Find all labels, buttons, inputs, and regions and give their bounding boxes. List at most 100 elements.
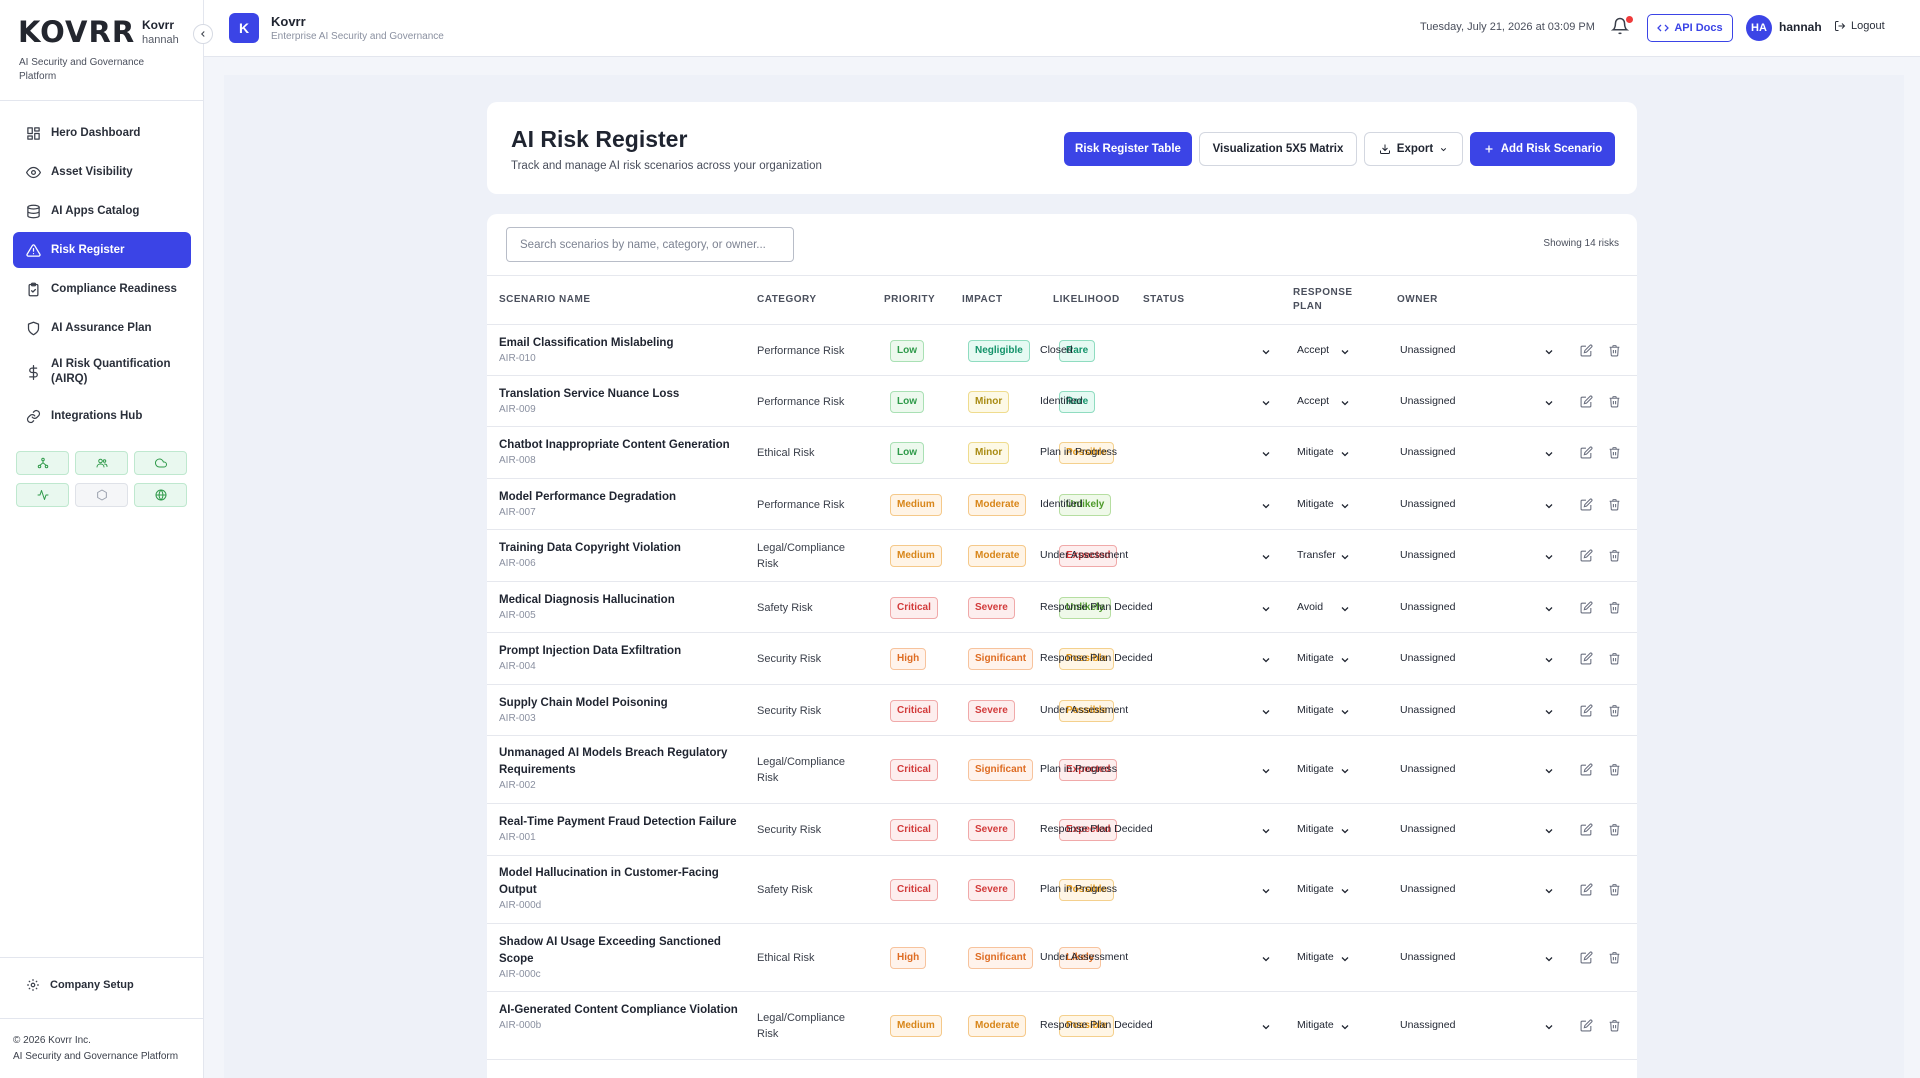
chevron-down-icon[interactable] <box>1339 952 1351 964</box>
chevron-down-icon[interactable] <box>1260 952 1272 964</box>
table-row[interactable]: Email Classification Mislabeling AIR-010 P… <box>487 325 1637 376</box>
owner-select[interactable]: Unassigned <box>1400 883 1456 895</box>
chevron-down-icon[interactable] <box>1543 884 1555 896</box>
trash-icon[interactable] <box>1608 652 1622 666</box>
table-row[interactable]: Prompt Injection Data Exfiltration AIR-00… <box>487 633 1637 685</box>
sidebar-item-ai-assurance-plan[interactable]: AI Assurance Plan <box>13 310 191 346</box>
response-plan-select[interactable]: Mitigate <box>1297 1019 1334 1031</box>
chevron-down-icon[interactable] <box>1543 764 1555 776</box>
export-button[interactable]: Export <box>1364 132 1463 166</box>
column-header-category[interactable]: Category <box>757 294 817 305</box>
chevron-down-icon[interactable] <box>1339 1020 1351 1032</box>
chevron-down-icon[interactable] <box>1543 952 1555 964</box>
edit-icon[interactable] <box>1580 1019 1594 1033</box>
trash-icon[interactable] <box>1608 446 1622 460</box>
company-setup-link[interactable]: Company Setup <box>26 978 134 992</box>
trash-icon[interactable] <box>1608 823 1622 837</box>
scenario-name[interactable]: Training Data Copyright Violation AIR-006 <box>499 540 744 571</box>
edit-icon[interactable] <box>1580 497 1594 512</box>
edit-icon[interactable] <box>1580 600 1594 615</box>
table-row[interactable]: Chatbot Inappropriate Content Generation… <box>487 427 1637 479</box>
owner-select[interactable]: Unassigned <box>1400 823 1456 835</box>
owner-select[interactable]: Unassigned <box>1400 703 1456 716</box>
column-header-priority[interactable]: Priority <box>884 294 936 305</box>
response-plan-select[interactable]: Mitigate <box>1297 703 1334 716</box>
trash-icon[interactable] <box>1608 498 1622 512</box>
chevron-down-icon[interactable] <box>1260 550 1272 562</box>
scenario-name[interactable]: AI-Generated Content Compliance Violatio… <box>499 1002 744 1033</box>
trash-icon[interactable] <box>1608 549 1622 563</box>
search-input[interactable] <box>506 227 794 262</box>
sidebar-item-hero-dashboard[interactable]: Hero Dashboard <box>13 115 191 151</box>
sidebar-item-ai-risk-quantification-airq[interactable]: AI Risk Quantification (AIRQ) <box>13 349 191 395</box>
edit-icon[interactable] <box>1580 652 1594 666</box>
chevron-down-icon[interactable] <box>1543 1020 1555 1032</box>
scenario-name[interactable]: Model Hallucination in Customer-Facing O… <box>499 865 744 913</box>
quick-action-button[interactable] <box>134 483 187 507</box>
chevron-down-icon[interactable] <box>1339 499 1351 511</box>
risk-register-table-button[interactable]: Risk Register Table <box>1064 132 1192 166</box>
owner-select[interactable]: Unassigned <box>1400 394 1456 407</box>
chevron-down-icon[interactable] <box>1543 550 1555 562</box>
api-docs-button[interactable]: API Docs <box>1647 14 1733 42</box>
chevron-down-icon[interactable] <box>1260 653 1272 665</box>
edit-icon[interactable] <box>1580 763 1594 777</box>
table-row[interactable]: Real-Time Payment Fraud Detection Failur… <box>487 804 1637 856</box>
trash-icon[interactable] <box>1608 951 1622 965</box>
quick-action-button[interactable] <box>16 451 69 475</box>
response-plan-select[interactable]: Mitigate <box>1297 883 1334 895</box>
chevron-down-icon[interactable] <box>1260 824 1272 836</box>
table-row[interactable]: Supply Chain Model Poisoning AIR-003 Secur… <box>487 685 1637 736</box>
owner-select[interactable]: Unassigned <box>1400 497 1456 510</box>
trash-icon[interactable] <box>1608 883 1622 897</box>
scenario-name[interactable]: Translation Service Nuance Loss AIR-009 <box>499 386 744 417</box>
owner-select[interactable]: Unassigned <box>1400 951 1456 963</box>
sidebar-item-asset-visibility[interactable]: Asset Visibility <box>13 154 191 190</box>
column-header-likelihood[interactable]: Likelihood <box>1053 294 1120 305</box>
chevron-down-icon[interactable] <box>1339 396 1351 408</box>
chevron-down-icon[interactable] <box>1543 824 1555 836</box>
chevron-down-icon[interactable] <box>1260 1020 1272 1032</box>
edit-icon[interactable] <box>1580 446 1594 460</box>
column-header-scenario-name[interactable]: Scenario Name <box>499 294 591 305</box>
chevron-down-icon[interactable] <box>1339 447 1351 459</box>
brand-logo[interactable]: KOVRR <box>18 15 136 49</box>
status-select[interactable]: Under Assessment <box>1040 549 1129 561</box>
response-plan-select[interactable]: Avoid <box>1297 600 1324 613</box>
status-select[interactable]: Response Plan Decided <box>1040 600 1153 613</box>
chevron-down-icon[interactable] <box>1339 653 1351 665</box>
scenario-name[interactable]: Supply Chain Model Poisoning AIR-003 <box>499 695 744 726</box>
chevron-down-icon[interactable] <box>1339 764 1351 776</box>
scenario-name[interactable]: Shadow AI Usage Exceeding Sanctioned Sco… <box>499 934 744 982</box>
response-plan-select[interactable]: Mitigate <box>1297 823 1334 835</box>
chevron-down-icon[interactable] <box>1260 884 1272 896</box>
response-plan-select[interactable]: Mitigate <box>1297 951 1334 963</box>
scenario-name[interactable]: Medical Diagnosis Hallucination AIR-005 <box>499 592 744 623</box>
trash-icon[interactable] <box>1608 1019 1622 1033</box>
trash-icon[interactable] <box>1608 344 1622 358</box>
table-row[interactable]: Medical Diagnosis Hallucination AIR-005 Sa… <box>487 582 1637 633</box>
table-row[interactable]: Translation Service Nuance Loss AIR-009 Pe… <box>487 376 1637 427</box>
edit-icon[interactable] <box>1580 951 1594 965</box>
status-select[interactable]: Plan in Progress <box>1040 763 1118 775</box>
table-row[interactable]: Model Performance Degradation AIR-007 Perf… <box>487 479 1637 530</box>
status-select[interactable]: Response Plan Decided <box>1040 652 1153 664</box>
sidebar-item-integrations-hub[interactable]: Integrations Hub <box>13 398 191 434</box>
response-plan-select[interactable]: Mitigate <box>1297 497 1334 510</box>
trash-icon[interactable] <box>1608 395 1622 409</box>
chevron-down-icon[interactable] <box>1543 499 1555 511</box>
table-row[interactable]: Shadow AI Usage Exceeding Sanctioned Sco… <box>487 924 1637 992</box>
scenario-name[interactable]: Email Classification Mislabeling AIR-010 <box>499 335 744 366</box>
scenario-name[interactable]: Unmanaged AI Models Breach Regulatory Re… <box>499 745 744 793</box>
scenario-name[interactable]: Model Performance Degradation AIR-007 <box>499 489 744 520</box>
table-row[interactable]: Training Data Copyright Violation AIR-006… <box>487 530 1637 582</box>
response-plan-select[interactable]: Mitigate <box>1297 446 1334 458</box>
chevron-down-icon[interactable] <box>1260 602 1272 614</box>
status-select[interactable]: Closed <box>1040 343 1073 356</box>
chevron-down-icon[interactable] <box>1543 705 1555 717</box>
table-row[interactable]: Unmanaged AI Models Breach Regulatory Re… <box>487 736 1637 804</box>
status-select[interactable]: Response Plan Decided <box>1040 1019 1153 1031</box>
status-select[interactable]: Identified <box>1040 497 1083 510</box>
chevron-down-icon[interactable] <box>1543 653 1555 665</box>
trash-icon[interactable] <box>1608 601 1622 615</box>
